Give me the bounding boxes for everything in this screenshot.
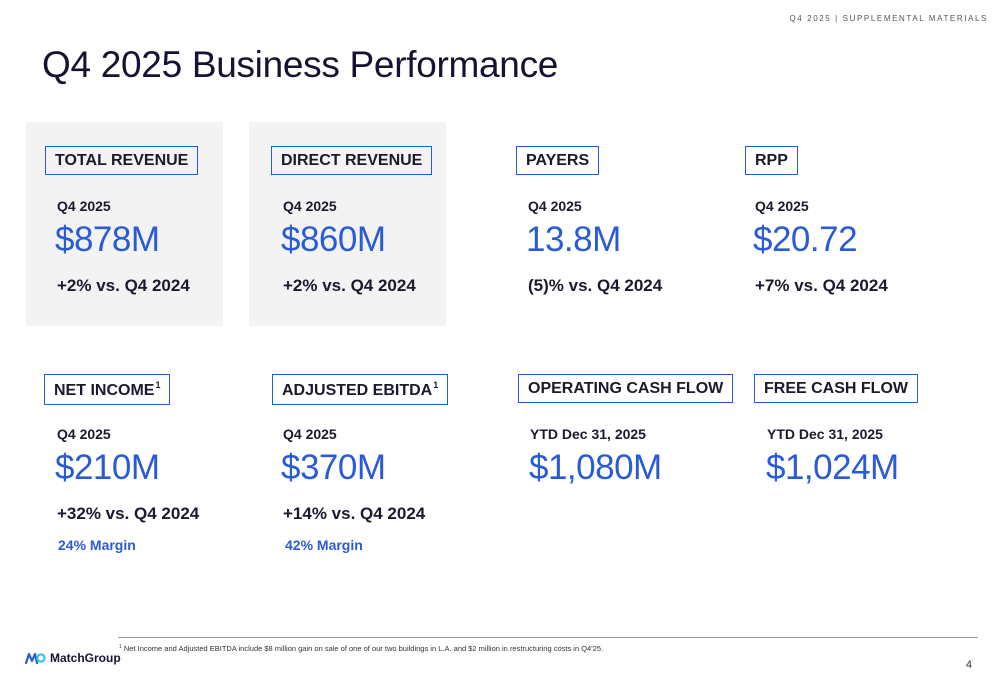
metric-label-box: RPP [745, 146, 798, 175]
metric-label-box: DIRECT REVENUE [271, 146, 433, 175]
metric-period: Q4 2025 [755, 198, 809, 214]
page-number: 4 [965, 659, 972, 671]
metric-period: Q4 2025 [283, 426, 337, 442]
metric-period: Q4 2025 [57, 198, 111, 214]
metric-value: $20.72 [753, 220, 858, 259]
metric-period: Q4 2025 [528, 198, 582, 214]
metric-period: Q4 2025 [283, 198, 337, 214]
metric-label-box: FREE CASH FLOW [754, 374, 918, 403]
company-logo: MatchGroup [24, 650, 121, 666]
metric-payers: PAYERS Q4 2025 13.8M (5)% vs. Q4 2024 [516, 146, 662, 295]
metric-change: +32% vs. Q4 2024 [57, 504, 200, 523]
metric-change: +7% vs. Q4 2024 [755, 276, 888, 295]
metric-change: +2% vs. Q4 2024 [283, 276, 416, 295]
metric-total-revenue: TOTAL REVENUE Q4 2025 $878M +2% vs. Q4 2… [45, 146, 199, 295]
metric-label-box: ADJUSTED EBITDA1 [272, 374, 449, 405]
footnote-marker: 1 [155, 380, 161, 390]
metric-label-box: OPERATING CASH FLOW [518, 374, 734, 403]
metric-free-cash-flow: FREE CASH FLOW YTD Dec 31, 2025 $1,024M [754, 374, 918, 487]
metric-label-box: TOTAL REVENUE [45, 146, 199, 175]
metric-change: +14% vs. Q4 2024 [283, 504, 426, 523]
metric-margin: 42% Margin [285, 537, 363, 553]
metric-value: 13.8M [526, 220, 621, 259]
logo-text: MatchGroup [50, 651, 121, 665]
metric-label-box: PAYERS [516, 146, 600, 175]
metric-period: YTD Dec 31, 2025 [530, 426, 646, 442]
metric-direct-revenue: DIRECT REVENUE Q4 2025 $860M +2% vs. Q4 … [271, 146, 433, 295]
footnote-marker: 1 [433, 380, 439, 390]
metric-value: $860M [281, 220, 386, 259]
footer-divider [118, 637, 978, 638]
metric-value: $370M [281, 448, 386, 487]
metric-rpp: RPP Q4 2025 $20.72 +7% vs. Q4 2024 [745, 146, 888, 295]
metric-label-box: NET INCOME1 [44, 374, 171, 405]
metric-change: (5)% vs. Q4 2024 [528, 276, 663, 295]
page-title: Q4 2025 Business Performance [42, 44, 559, 85]
match-group-logo-icon [24, 652, 46, 665]
metric-value: $1,024M [766, 448, 899, 487]
metric-change: +2% vs. Q4 2024 [57, 276, 190, 295]
metric-period: Q4 2025 [57, 426, 111, 442]
highlight-panel-total-revenue [26, 122, 223, 326]
highlight-panel-direct-revenue [249, 122, 446, 326]
metric-net-income: NET INCOME1 Q4 2025 $210M +32% vs. Q4 20… [44, 374, 199, 553]
metric-value: $878M [55, 220, 160, 259]
footnote: 1 Net Income and Adjusted EBITDA include… [119, 644, 604, 653]
metric-period: YTD Dec 31, 2025 [767, 426, 883, 442]
metric-operating-cash-flow: OPERATING CASH FLOW YTD Dec 31, 2025 $1,… [518, 374, 734, 487]
metric-adjusted-ebitda: ADJUSTED EBITDA1 Q4 2025 $370M +14% vs. … [272, 374, 449, 553]
metric-value: $1,080M [529, 448, 662, 487]
metric-value: $210M [55, 448, 160, 487]
header-label: Q4 2025 | SUPPLEMENTAL MATERIALS [789, 14, 988, 23]
metric-margin: 24% Margin [58, 537, 136, 553]
